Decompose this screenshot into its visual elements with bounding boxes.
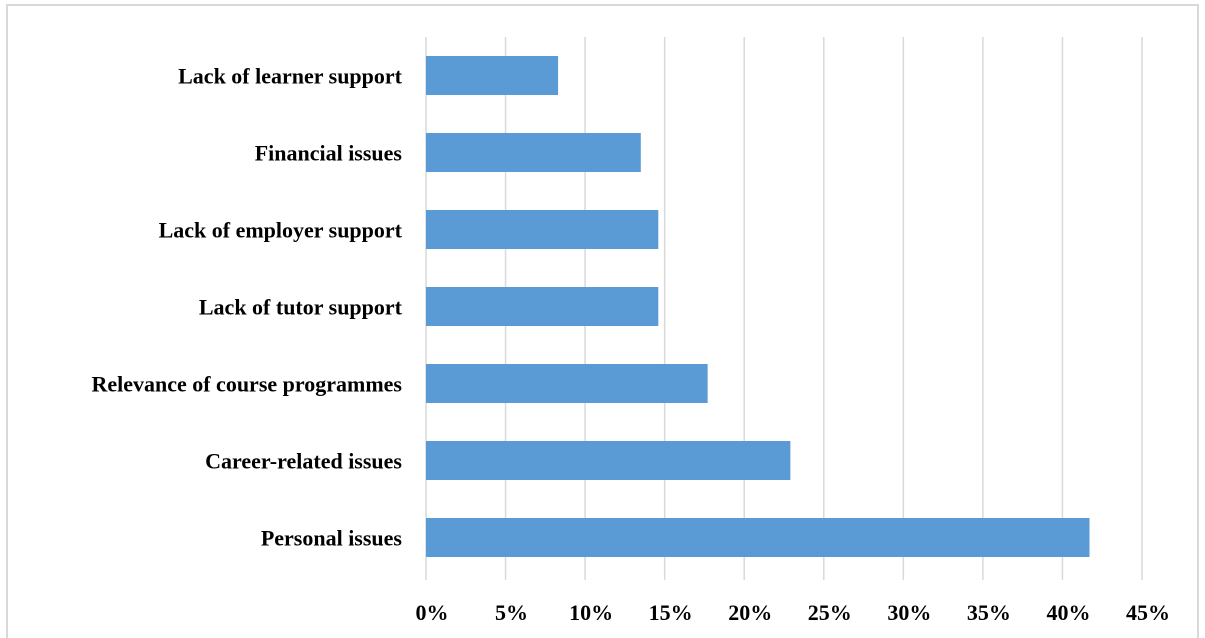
x-tick-label: 45% bbox=[1126, 600, 1170, 625]
category-label: Relevance of course programmes bbox=[91, 372, 402, 397]
x-tick-label: 10% bbox=[569, 600, 613, 625]
category-labels: Lack of learner support Financial issues L… bbox=[91, 64, 402, 551]
x-tick-label: 30% bbox=[887, 600, 931, 625]
bar bbox=[426, 210, 659, 249]
category-label: Career-related issues bbox=[205, 449, 402, 474]
bar bbox=[426, 364, 708, 403]
bar bbox=[426, 518, 1090, 557]
category-label: Personal issues bbox=[261, 526, 403, 551]
bar bbox=[426, 441, 791, 480]
x-tick-label: 0% bbox=[416, 600, 449, 625]
x-tick-label: 5% bbox=[495, 600, 528, 625]
x-tick-label: 25% bbox=[808, 600, 852, 625]
x-tick-label: 35% bbox=[967, 600, 1011, 625]
category-label: Financial issues bbox=[255, 141, 403, 166]
bars bbox=[426, 56, 1090, 557]
bar bbox=[426, 133, 641, 172]
x-tick-label: 15% bbox=[649, 600, 693, 625]
bar bbox=[426, 56, 559, 95]
bar bbox=[426, 287, 659, 326]
x-tick-labels: 0% 5% 10% 15% 20% 25% 30% 35% 40% 45% bbox=[416, 600, 1171, 625]
x-tick-label: 40% bbox=[1046, 600, 1090, 625]
category-label: Lack of tutor support bbox=[199, 295, 403, 320]
category-label: Lack of employer support bbox=[159, 218, 403, 243]
category-label: Lack of learner support bbox=[178, 64, 403, 89]
x-tick-label: 20% bbox=[728, 600, 772, 625]
